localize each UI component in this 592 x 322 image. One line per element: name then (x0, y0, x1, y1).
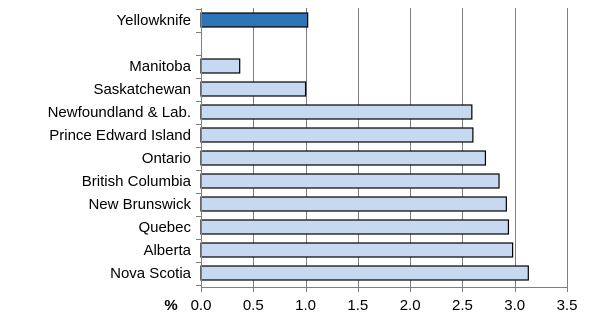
x-tick-label: 2.5 (452, 297, 473, 314)
category-label: Newfoundland & Lab. (48, 104, 191, 121)
bar (200, 196, 507, 212)
tick-labels: 0.0 0.5 1.0 1.5 2.0 2.5 3.0 3.5 (191, 297, 578, 314)
bar (200, 219, 510, 235)
category-label: Ontario (142, 150, 191, 167)
category-label: Nova Scotia (110, 265, 192, 282)
bar (200, 150, 487, 166)
x-tick-label: 1.0 (295, 297, 316, 314)
bars (200, 12, 529, 281)
x-tick-label: 0.5 (243, 297, 264, 314)
bar (200, 265, 529, 281)
category-label: Manitoba (129, 58, 191, 75)
bar (200, 127, 474, 143)
gridlines (253, 8, 568, 287)
bar (200, 173, 500, 189)
bar (200, 104, 473, 120)
bar (200, 12, 309, 28)
bar (200, 242, 514, 258)
x-tick-label: 2.0 (400, 297, 421, 314)
x-tick-label: 3.5 (557, 297, 578, 314)
category-label: Prince Edward Island (49, 127, 191, 144)
category-label: Alberta (143, 242, 191, 259)
category-label: Saskatchewan (93, 81, 191, 98)
x-tick-label: 3.0 (504, 297, 525, 314)
x-axis-unit-label: % (164, 297, 177, 314)
category-label: Quebec (138, 219, 191, 236)
axes (196, 8, 568, 292)
category-label: Yellowknife (117, 12, 192, 29)
x-tick-label: 0.0 (191, 297, 212, 314)
category-label: New Brunswick (88, 196, 191, 213)
category-label: British Columbia (82, 173, 192, 190)
bar (200, 58, 241, 74)
bar (200, 81, 307, 97)
category-labels: Yellowknife Manitoba Saskatchewan Newfoundl… (48, 12, 192, 282)
x-tick-label: 1.5 (347, 297, 368, 314)
